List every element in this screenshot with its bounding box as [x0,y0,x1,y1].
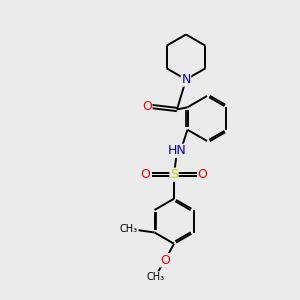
Text: O: O [141,168,151,181]
Text: CH₃: CH₃ [147,272,165,282]
Text: CH₃: CH₃ [120,224,138,235]
Text: N: N [181,73,191,86]
Text: O: O [198,168,208,181]
Text: S: S [170,168,178,181]
Text: O: O [142,100,152,113]
Text: HN: HN [168,144,186,157]
Text: O: O [160,254,170,267]
